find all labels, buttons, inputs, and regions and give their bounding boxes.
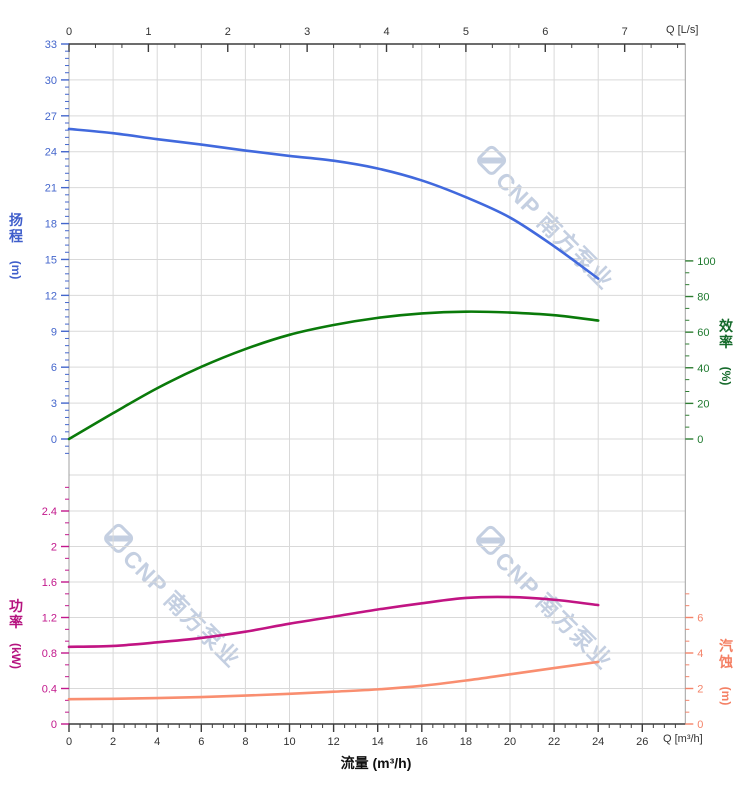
power-axis-unit: (kW) (9, 643, 23, 670)
svg-text:16: 16 (416, 736, 428, 748)
axis-npsh: 0 2 4 6 (685, 593, 703, 731)
svg-text:6: 6 (697, 613, 703, 625)
svg-text:3: 3 (304, 26, 310, 38)
svg-text:24: 24 (45, 147, 57, 159)
svg-text:80: 80 (697, 292, 709, 304)
svg-text:2: 2 (51, 542, 57, 554)
npsh-axis-unit: (m) (719, 686, 733, 706)
svg-text:24: 24 (592, 736, 604, 748)
svg-text:3: 3 (51, 398, 57, 410)
svg-text:10: 10 (283, 736, 295, 748)
svg-text:4: 4 (383, 26, 389, 38)
gridlines (69, 44, 686, 724)
curve-head (67, 127, 600, 280)
svg-text:0: 0 (66, 736, 72, 748)
head-axis-title-text: 扬程 (9, 212, 23, 245)
svg-text:60: 60 (697, 327, 709, 339)
npsh-axis-title-text: 汽蚀 (719, 638, 733, 671)
curve-npsh (67, 660, 600, 701)
head-axis-unit: (m) (9, 260, 23, 280)
svg-text:12: 12 (45, 290, 57, 302)
axis-flow-m3h: 0 2 4 6 8 10 12 14 16 18 20 22 24 26 (66, 724, 676, 748)
svg-text:1.2: 1.2 (42, 613, 57, 625)
svg-text:9: 9 (51, 326, 57, 338)
axis-power: 0 0.4 0.8 1.2 1.6 2 2.4 (42, 486, 69, 731)
svg-text:21: 21 (45, 183, 57, 195)
svg-text:8: 8 (242, 736, 248, 748)
svg-text:33: 33 (45, 39, 57, 51)
svg-text:6: 6 (51, 362, 57, 374)
svg-text:5: 5 (463, 26, 469, 38)
curve-power (67, 595, 600, 649)
svg-text:7: 7 (622, 26, 628, 38)
bottom-axis-unit-label: Q [m³/h] (663, 733, 703, 745)
svg-text:6: 6 (542, 26, 548, 38)
svg-text:2: 2 (110, 736, 116, 748)
curve-efficiency (67, 310, 600, 441)
svg-text:2: 2 (697, 684, 703, 696)
svg-text:100: 100 (697, 256, 715, 268)
svg-text:0.8: 0.8 (42, 648, 57, 660)
svg-text:30: 30 (45, 75, 57, 87)
svg-text:0: 0 (51, 434, 57, 446)
svg-text:1.6: 1.6 (42, 577, 57, 589)
svg-text:12: 12 (327, 736, 339, 748)
axis-efficiency: 0 20 40 60 80 100 (685, 256, 716, 446)
svg-text:26: 26 (636, 736, 648, 748)
power-axis-title: 功率 (kW) (8, 598, 24, 676)
flow-axis-title: 流量 (m³/h) (340, 755, 412, 771)
svg-text:27: 27 (45, 111, 57, 123)
head-axis-title: 扬程 (m) (8, 212, 24, 290)
efficiency-axis-unit: (%) (719, 366, 733, 386)
npsh-axis-title: 汽蚀 (m) (718, 638, 734, 716)
svg-text:18: 18 (460, 736, 472, 748)
efficiency-axis-title: 效率 (%) (718, 318, 734, 396)
svg-text:40: 40 (697, 363, 709, 375)
svg-text:0.4: 0.4 (42, 684, 57, 696)
svg-text:0: 0 (697, 719, 703, 731)
svg-text:20: 20 (504, 736, 516, 748)
svg-text:18: 18 (45, 219, 57, 231)
svg-text:2: 2 (225, 26, 231, 38)
svg-text:14: 14 (372, 736, 384, 748)
axis-head: 0 3 6 9 12 15 18 21 24 27 30 33 (45, 39, 69, 454)
plot-borders (68, 43, 686, 725)
efficiency-axis-title-text: 效率 (719, 318, 733, 351)
svg-text:4: 4 (154, 736, 160, 748)
curves (67, 127, 600, 701)
svg-text:22: 22 (548, 736, 560, 748)
power-axis-title-text: 功率 (9, 598, 23, 631)
svg-text:6: 6 (198, 736, 204, 748)
svg-text:0: 0 (697, 434, 703, 446)
svg-text:4: 4 (697, 648, 703, 660)
svg-text:20: 20 (697, 398, 709, 410)
svg-text:0: 0 (51, 719, 57, 731)
svg-text:2.4: 2.4 (42, 506, 57, 518)
svg-text:15: 15 (45, 254, 57, 266)
axis-flow-ls: 0 1 2 3 4 5 6 7 (66, 26, 679, 52)
svg-text:0: 0 (66, 26, 72, 38)
svg-text:1: 1 (145, 26, 151, 38)
top-axis-unit-label: Q [L/s] (666, 24, 699, 36)
